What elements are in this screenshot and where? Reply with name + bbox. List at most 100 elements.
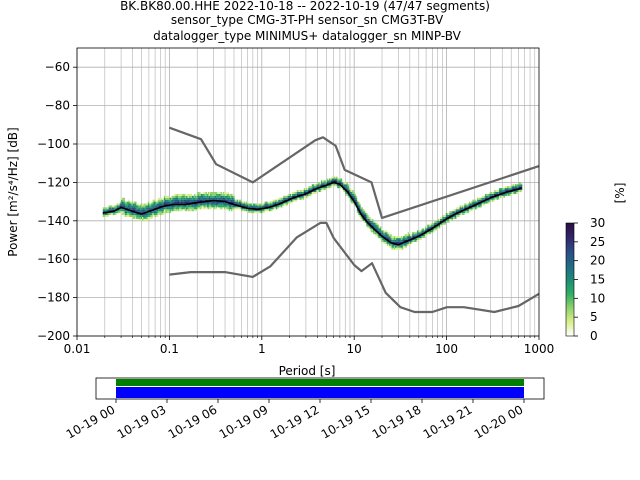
psd-density-cell xyxy=(375,224,377,227)
psd-density-cell xyxy=(393,245,396,248)
psd-density-cell xyxy=(178,197,181,200)
psd-density-cell xyxy=(121,205,123,208)
psd-density-cell xyxy=(509,193,511,196)
psd-density-cell xyxy=(437,220,440,223)
psd-density-cell xyxy=(205,201,208,204)
psd-density-cell xyxy=(324,188,326,191)
colorbar-tick-label: 20 xyxy=(590,254,605,268)
psd-density-cell xyxy=(349,190,352,192)
psd-density-cell xyxy=(449,215,451,217)
psd-density-cell xyxy=(183,199,186,202)
psd-density-cell xyxy=(388,232,390,235)
psd-density-cell xyxy=(168,199,171,202)
psd-density-cell xyxy=(214,207,217,210)
psd-density-cell xyxy=(401,243,404,246)
psd-density-cell xyxy=(190,195,192,198)
psd-density-cell xyxy=(405,234,407,237)
psd-density-cell xyxy=(190,209,192,212)
psd-density-cell xyxy=(295,193,298,196)
psd-density-cell xyxy=(137,205,139,208)
psd-density-cell xyxy=(159,209,161,212)
psd-density-cell xyxy=(210,195,212,198)
psd-density-cell xyxy=(361,207,363,210)
psd-density-cell xyxy=(431,228,434,231)
psd-density-cell xyxy=(247,209,249,212)
psd-density-cell xyxy=(138,218,141,221)
psd-density-cell xyxy=(219,195,221,198)
psd-density-cell xyxy=(362,218,365,221)
psd-density-cell xyxy=(472,199,474,202)
psd-density-cell xyxy=(137,209,139,212)
psd-density-cell xyxy=(358,213,360,216)
psd-density-cell xyxy=(364,215,367,217)
psd-density-cell xyxy=(385,230,388,233)
psd-density-cell xyxy=(154,203,157,206)
psd-density-cell xyxy=(467,205,470,208)
psd-density-cell xyxy=(311,188,314,191)
psd-density-cell xyxy=(273,201,276,204)
psd-density-cell xyxy=(495,192,497,194)
psd-density-cell xyxy=(249,209,251,212)
psd-density-cell xyxy=(437,218,440,221)
psd-density-cell xyxy=(312,186,315,189)
psd-density-cell xyxy=(321,188,323,191)
psd-density-cell xyxy=(110,205,113,208)
psd-density-cell xyxy=(327,182,330,185)
psd-density-cell xyxy=(150,211,152,214)
psd-density-cell xyxy=(496,192,499,194)
psd-density-cell xyxy=(198,199,201,202)
psd-density-cell xyxy=(204,193,206,196)
psd-density-cell xyxy=(345,193,347,196)
psd-density-cell xyxy=(160,197,162,200)
psd-density-cell xyxy=(368,220,370,223)
psd-density-cell xyxy=(284,195,286,198)
psd-density-cell xyxy=(314,190,316,192)
psd-density-cell xyxy=(146,218,149,221)
psd-density-cell xyxy=(176,201,179,204)
psd-density-cell xyxy=(366,224,368,227)
psd-density-cell xyxy=(258,205,261,208)
psd-density-cell xyxy=(459,207,462,210)
psd-density-cell xyxy=(272,203,274,206)
psd-density-cell xyxy=(406,234,408,237)
psd-density-cell xyxy=(276,207,278,210)
psd-density-cell xyxy=(466,205,469,208)
psd-density-cell xyxy=(125,211,128,214)
psd-density-cell xyxy=(363,215,366,217)
psd-density-cell xyxy=(452,216,455,219)
psd-density-cell xyxy=(318,188,321,191)
psd-density-cell xyxy=(322,182,324,185)
psd-density-cell xyxy=(187,197,189,200)
psd-density-cell xyxy=(196,209,198,212)
psd-density-cell xyxy=(435,226,437,229)
psd-density-cell xyxy=(344,184,346,187)
psd-density-cell xyxy=(348,195,351,198)
psd-density-cell xyxy=(234,207,236,210)
psd-density-cell xyxy=(230,205,233,208)
psd-density-cell xyxy=(361,218,363,221)
psd-density-cell xyxy=(353,197,355,200)
psd-density-cell xyxy=(159,203,161,206)
psd-density-cell xyxy=(127,213,129,216)
psd-density-cell xyxy=(163,195,166,198)
psd-density-cell xyxy=(304,190,307,192)
psd-density-cell xyxy=(349,199,352,202)
psd-density-cell xyxy=(282,203,285,206)
psd-density-cell xyxy=(393,240,396,242)
psd-density-cell xyxy=(354,195,357,198)
psd-density-cell xyxy=(130,213,132,216)
psd-density-cell xyxy=(498,188,501,191)
psd-density-cell xyxy=(109,205,112,208)
psd-density-cell xyxy=(202,203,204,206)
psd-density-cell xyxy=(252,205,255,208)
psd-density-cell xyxy=(142,203,144,206)
psd-density-cell xyxy=(152,205,154,208)
psd-density-cell xyxy=(459,209,462,212)
psd-density-cell xyxy=(295,199,298,202)
psd-density-cell xyxy=(466,211,469,214)
psd-density-cell xyxy=(373,226,375,229)
psd-density-cell xyxy=(210,201,212,204)
psd-density-cell xyxy=(346,192,348,194)
psd-density-cell xyxy=(225,195,227,198)
